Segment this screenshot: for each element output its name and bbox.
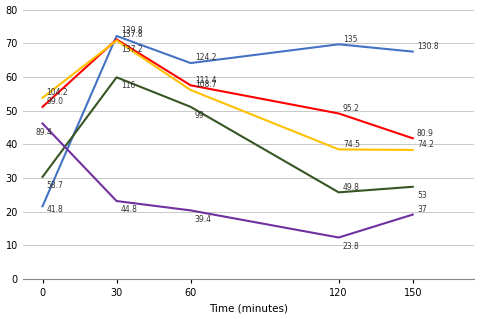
Text: 104.2: 104.2 (47, 88, 68, 97)
Text: 124.2: 124.2 (195, 53, 216, 62)
Text: 99.0: 99.0 (47, 97, 64, 106)
Text: 37: 37 (417, 205, 427, 214)
Text: 111.4: 111.4 (195, 76, 216, 85)
Text: 137.2: 137.2 (121, 45, 143, 54)
Text: 39.4: 39.4 (195, 214, 212, 224)
Text: 58.7: 58.7 (47, 181, 63, 190)
Text: 137.8: 137.8 (121, 30, 143, 39)
Text: 135: 135 (343, 34, 358, 43)
Text: 74.2: 74.2 (417, 140, 434, 149)
Text: 108.7: 108.7 (195, 80, 216, 89)
Text: 49.8: 49.8 (343, 182, 360, 191)
Text: 53: 53 (417, 191, 427, 200)
Text: 23.8: 23.8 (343, 241, 360, 251)
Text: 44.8: 44.8 (121, 205, 138, 214)
Text: 116: 116 (121, 81, 135, 90)
Text: 41.8: 41.8 (47, 205, 63, 214)
Text: 95.2: 95.2 (343, 104, 360, 113)
Text: 80.9: 80.9 (417, 129, 434, 137)
Text: 130.8: 130.8 (417, 42, 439, 51)
Text: 139.8: 139.8 (121, 26, 143, 35)
Text: 89.4: 89.4 (36, 128, 52, 137)
Text: 99: 99 (195, 111, 204, 120)
X-axis label: Time (minutes): Time (minutes) (209, 303, 288, 314)
Text: 74.5: 74.5 (343, 140, 360, 149)
